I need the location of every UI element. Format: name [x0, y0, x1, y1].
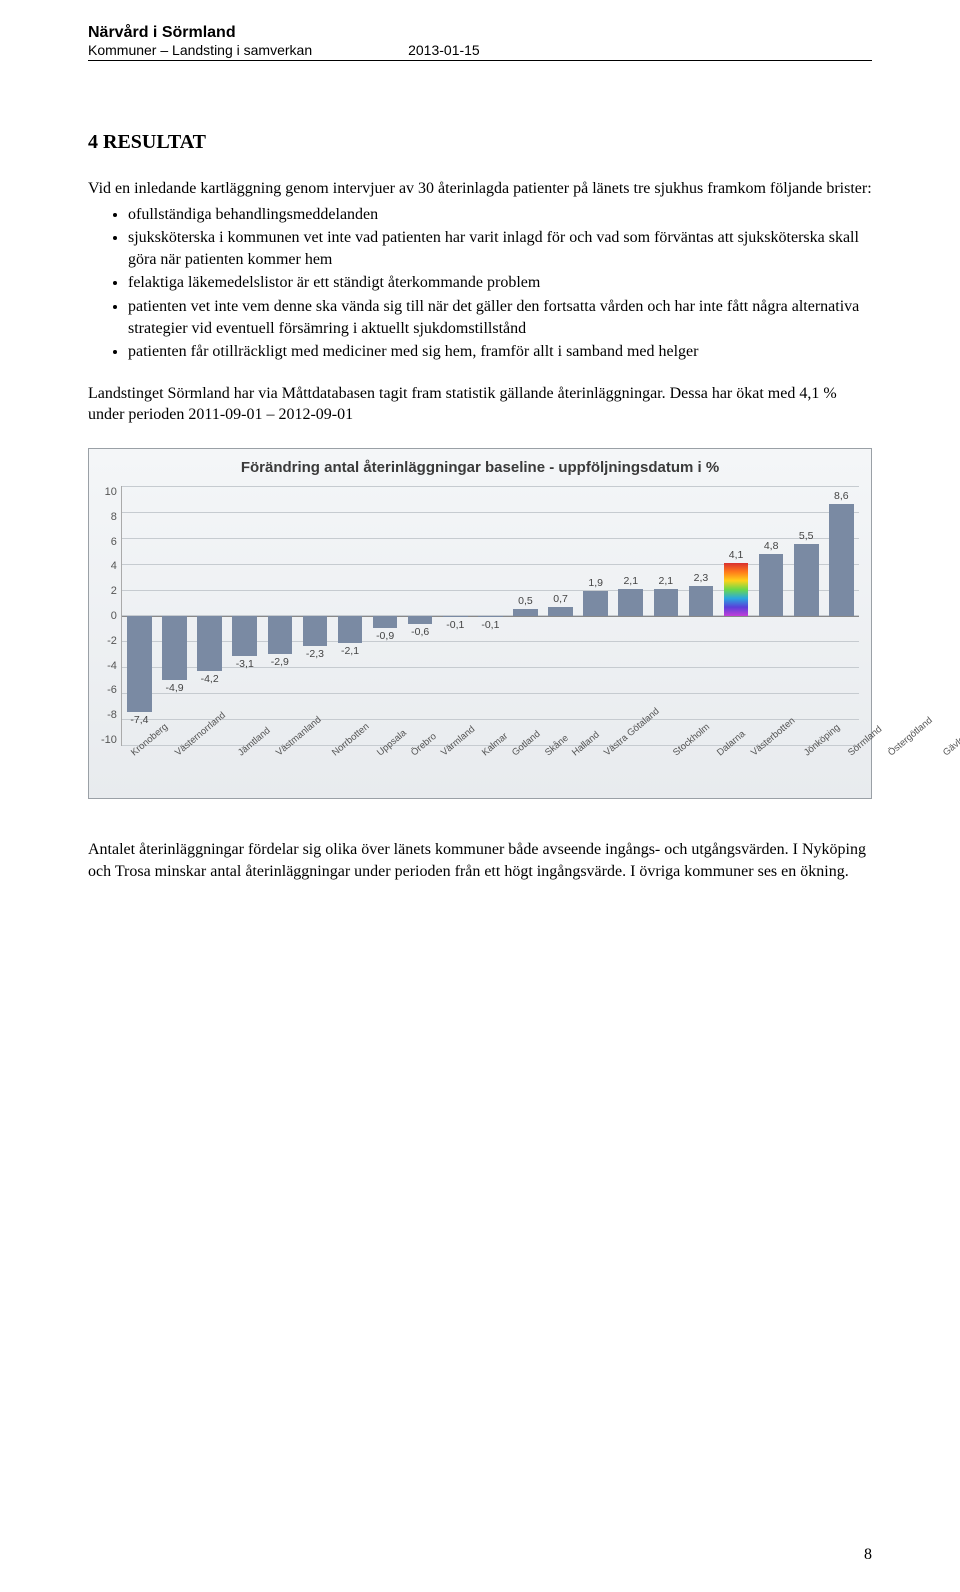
bar — [478, 616, 503, 617]
bar-value-label: -2,3 — [297, 648, 332, 660]
bar — [689, 586, 714, 616]
bar-value-label: -2,9 — [262, 656, 297, 668]
header-divider — [88, 60, 872, 61]
bar-column: -0,1 — [438, 486, 473, 746]
header-title: Närvård i Sörmland — [88, 24, 872, 42]
bar-column: -4,9 — [157, 486, 192, 746]
bullet-item: ofullständiga behandlingsmeddelanden — [128, 204, 872, 226]
bar-value-label: 2,3 — [683, 572, 718, 584]
bar-value-label: -3,1 — [227, 658, 262, 670]
chart-x-axis: KronobergVästernorrlandJämtlandVästmanla… — [123, 746, 859, 757]
bar-column: -2,1 — [332, 486, 367, 746]
bar-column: 2,1 — [613, 486, 648, 746]
bar-column: 0,5 — [508, 486, 543, 746]
header-subtitle: Kommuner – Landsting i samverkan — [88, 42, 312, 58]
bar-value-label: 2,1 — [648, 575, 683, 587]
bar-column: 8,6 — [824, 486, 859, 746]
bullet-list: ofullständiga behandlingsmeddelandensjuk… — [128, 204, 872, 363]
bar-column: 2,3 — [683, 486, 718, 746]
y-tick-label: -4 — [101, 660, 117, 672]
bar-value-label: -2,1 — [332, 645, 367, 657]
x-tick-label: Östergötland — [886, 715, 935, 758]
bar — [443, 616, 468, 617]
bar — [548, 607, 573, 616]
bar-value-label: 1,9 — [578, 577, 613, 589]
y-tick-label: 2 — [101, 585, 117, 597]
x-tick-label: Gävleborg — [941, 722, 960, 759]
bar — [232, 616, 257, 656]
bar-value-label: 0,5 — [508, 595, 543, 607]
bar — [759, 554, 784, 616]
bar-value-label: -4,9 — [157, 682, 192, 694]
bar — [373, 616, 398, 628]
y-tick-label: 0 — [101, 610, 117, 622]
bar — [408, 616, 433, 624]
y-tick-label: -2 — [101, 635, 117, 647]
intro-paragraph: Vid en inledande kartläggning genom inte… — [88, 178, 872, 200]
bar-column: -3,1 — [227, 486, 262, 746]
bar-column: 0,7 — [543, 486, 578, 746]
bullet-item: felaktiga läkemedelslistor är ett ständi… — [128, 272, 872, 294]
bar-value-label: -0,6 — [403, 626, 438, 638]
bar-value-label: 2,1 — [613, 575, 648, 587]
bar-value-label: -4,2 — [192, 673, 227, 685]
bar-column: 1,9 — [578, 486, 613, 746]
bar — [268, 616, 293, 654]
y-tick-label: 8 — [101, 511, 117, 523]
bar — [724, 563, 749, 616]
bullet-item: patienten får otillräckligt med medicine… — [128, 341, 872, 363]
bar-column: -0,6 — [403, 486, 438, 746]
page-number: 8 — [864, 1546, 872, 1564]
bar-value-label: 5,5 — [789, 530, 824, 542]
bar — [338, 616, 363, 643]
bar-column: 4,8 — [754, 486, 789, 746]
bullet-item: sjuksköterska i kommunen vet inte vad pa… — [128, 227, 872, 270]
bar-value-label: 4,1 — [719, 549, 754, 561]
bar — [127, 616, 152, 712]
bar-column: -2,3 — [297, 486, 332, 746]
bar-value-label: -7,4 — [122, 714, 157, 726]
y-tick-label: -8 — [101, 709, 117, 721]
bar-column: -0,1 — [473, 486, 508, 746]
paragraph-after-list: Landstinget Sörmland har via Måttdatabas… — [88, 383, 872, 426]
bar-column: 5,5 — [789, 486, 824, 746]
bar-column: -7,4 — [122, 486, 157, 746]
page-header: Närvård i Sörmland Kommuner – Landsting … — [88, 24, 872, 61]
bar — [794, 544, 819, 616]
bar — [197, 616, 222, 671]
chart-y-axis: 10 8 6 4 2 0 -2 -4 -6 -8 -10 — [101, 486, 121, 746]
bar-value-label: 8,6 — [824, 490, 859, 502]
chart-plot-area: -7,4-4,9-4,2-3,1-2,9-2,3-2,1-0,9-0,6-0,1… — [121, 486, 859, 746]
bar-column: -0,9 — [368, 486, 403, 746]
y-tick-label: 10 — [101, 486, 117, 498]
bar-value-label: 4,8 — [754, 540, 789, 552]
bar — [303, 616, 328, 646]
bar — [513, 609, 538, 616]
bar — [162, 616, 187, 680]
chart-title: Förändring antal återinläggningar baseli… — [101, 459, 859, 476]
y-tick-label: 4 — [101, 560, 117, 572]
header-date: 2013-01-15 — [408, 42, 480, 58]
bar — [583, 591, 608, 616]
bar-value-label: 0,7 — [543, 593, 578, 605]
chart-bars: -7,4-4,9-4,2-3,1-2,9-2,3-2,1-0,9-0,6-0,1… — [122, 486, 859, 746]
bar — [618, 589, 643, 616]
footer-paragraph: Antalet återinläggningar fördelar sig ol… — [88, 839, 872, 882]
section-heading: 4 RESULTAT — [88, 131, 872, 154]
bar-value-label: -0,9 — [368, 630, 403, 642]
bar-value-label: -0,1 — [438, 619, 473, 631]
y-tick-label: -10 — [101, 734, 117, 746]
chart-container: Förändring antal återinläggningar baseli… — [88, 448, 872, 799]
y-tick-label: 6 — [101, 536, 117, 548]
bar-column: -4,2 — [192, 486, 227, 746]
bar — [829, 504, 854, 616]
bar-value-label: -0,1 — [473, 619, 508, 631]
bar-column: -2,9 — [262, 486, 297, 746]
bullet-item: patienten vet inte vem denne ska vända s… — [128, 296, 872, 339]
bar — [654, 589, 679, 616]
y-tick-label: -6 — [101, 684, 117, 696]
bar-column: 4,1 — [719, 486, 754, 746]
